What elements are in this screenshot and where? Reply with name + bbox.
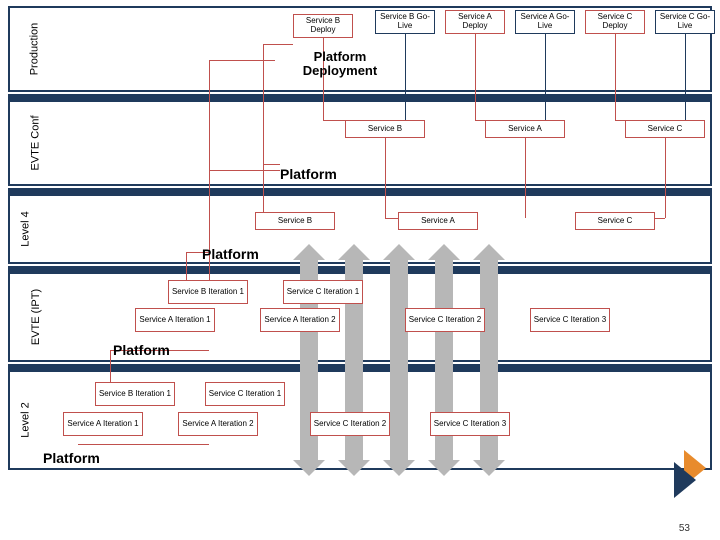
box-ipt-c1: Service C Iteration 1 bbox=[283, 280, 363, 304]
platform-label-level2: Platform bbox=[43, 450, 100, 466]
box-label: Service A bbox=[421, 217, 455, 226]
box-label: Service A Iteration 2 bbox=[264, 316, 335, 325]
lane-label-level2: Level 2 bbox=[20, 402, 32, 437]
box-label: Service B Iteration 1 bbox=[99, 390, 171, 399]
up-arrow-icon bbox=[480, 260, 498, 430]
connector-line bbox=[263, 164, 280, 165]
box-prod-a-golive: Service A Go-Live bbox=[515, 10, 575, 34]
box-label: Service B bbox=[368, 125, 402, 134]
lane-label-evte-ipt: EVTE (IPT) bbox=[30, 289, 42, 345]
connector-line bbox=[78, 444, 209, 445]
lane-label-production: Production bbox=[28, 23, 40, 76]
box-l2-c2: Service C Iteration 2 bbox=[310, 412, 390, 436]
connector-line bbox=[209, 170, 280, 171]
connector-line bbox=[615, 34, 616, 120]
box-ipt-a2: Service A Iteration 2 bbox=[260, 308, 340, 332]
box-label: Service C Iteration 1 bbox=[287, 288, 359, 297]
connector-line bbox=[263, 44, 293, 45]
box-label: Service C bbox=[598, 217, 633, 226]
box-prod-c-deploy: Service C Deploy bbox=[585, 10, 645, 34]
box-ipt-b1: Service B Iteration 1 bbox=[168, 280, 248, 304]
box-l2-a2: Service A Iteration 2 bbox=[178, 412, 258, 436]
box-conf-b: Service B bbox=[345, 120, 425, 138]
down-arrow-icon bbox=[390, 430, 408, 460]
box-label: Service C Iteration 1 bbox=[209, 390, 281, 399]
page-number: 53 bbox=[679, 523, 690, 534]
box-prod-b-deploy: Service B Deploy bbox=[293, 14, 353, 38]
box-label: Service B Iteration 1 bbox=[172, 288, 244, 297]
connector-line bbox=[209, 60, 275, 61]
box-label: Service A Iteration 1 bbox=[67, 420, 138, 429]
connector-line bbox=[475, 34, 476, 120]
corner-triangle-icon bbox=[674, 462, 696, 498]
box-label: Service A bbox=[508, 125, 542, 134]
box-l4-a: Service A bbox=[398, 212, 478, 230]
box-label: Service A Deploy bbox=[448, 13, 502, 31]
connector-line bbox=[385, 218, 398, 219]
connector-line bbox=[665, 138, 666, 218]
connector-line bbox=[525, 138, 526, 218]
connector-line bbox=[323, 120, 345, 121]
connector-line bbox=[615, 120, 625, 121]
box-label: Service C bbox=[648, 125, 683, 134]
box-ipt-c2: Service C Iteration 2 bbox=[405, 308, 485, 332]
box-l2-b1: Service B Iteration 1 bbox=[95, 382, 175, 406]
lane-evte-conf: EVTE Conf bbox=[8, 100, 712, 186]
connector-line bbox=[545, 34, 546, 129]
box-conf-a: Service A bbox=[485, 120, 565, 138]
box-l4-c: Service C bbox=[575, 212, 655, 230]
box-l4-b: Service B bbox=[255, 212, 335, 230]
box-prod-c-golive: Service C Go-Live bbox=[655, 10, 715, 34]
lane-divider bbox=[8, 188, 712, 194]
box-prod-b-golive: Service B Go-Live bbox=[375, 10, 435, 34]
box-label: Service A Iteration 1 bbox=[139, 316, 210, 325]
lane-label-evte-conf: EVTE Conf bbox=[30, 115, 42, 170]
platform-label-level4: Platform bbox=[202, 246, 259, 262]
box-l2-a1: Service A Iteration 1 bbox=[63, 412, 143, 436]
connector-line bbox=[405, 34, 406, 129]
connector-line bbox=[685, 34, 686, 129]
box-label: Service C Go-Live bbox=[658, 13, 712, 31]
up-arrow-icon bbox=[390, 260, 408, 430]
box-label: Service C Iteration 2 bbox=[409, 316, 481, 325]
box-label: Service C Deploy bbox=[588, 13, 642, 31]
box-label: Service C Iteration 3 bbox=[434, 420, 506, 429]
box-label: Service A Go-Live bbox=[518, 13, 572, 31]
box-conf-c: Service C bbox=[625, 120, 705, 138]
platform-label-evte-conf: Platform bbox=[280, 166, 337, 182]
box-label: Service B Go-Live bbox=[378, 13, 432, 31]
connector-line bbox=[263, 44, 264, 164]
box-l2-c3: Service C Iteration 3 bbox=[430, 412, 510, 436]
platform-label-evte-ipt: Platform bbox=[113, 342, 170, 358]
lane-divider bbox=[8, 94, 712, 100]
box-l2-c1: Service C Iteration 1 bbox=[205, 382, 285, 406]
up-arrow-icon bbox=[435, 260, 453, 430]
box-ipt-a1: Service A Iteration 1 bbox=[135, 308, 215, 332]
box-label: Service B bbox=[278, 217, 312, 226]
box-ipt-c3: Service C Iteration 3 bbox=[530, 308, 610, 332]
connector-line bbox=[385, 138, 386, 218]
platform-deployment-text: Platform Deployment bbox=[303, 49, 377, 78]
platform-deployment-heading: Platform Deployment bbox=[275, 50, 405, 79]
lane-label-level4: Level 4 bbox=[20, 211, 32, 246]
box-label: Service C Iteration 3 bbox=[534, 316, 606, 325]
connector-line bbox=[475, 120, 485, 121]
box-label: Service A Iteration 2 bbox=[182, 420, 253, 429]
box-prod-a-deploy: Service A Deploy bbox=[445, 10, 505, 34]
box-label: Service B Deploy bbox=[296, 17, 350, 35]
connector-line bbox=[655, 218, 665, 219]
box-label: Service C Iteration 2 bbox=[314, 420, 386, 429]
